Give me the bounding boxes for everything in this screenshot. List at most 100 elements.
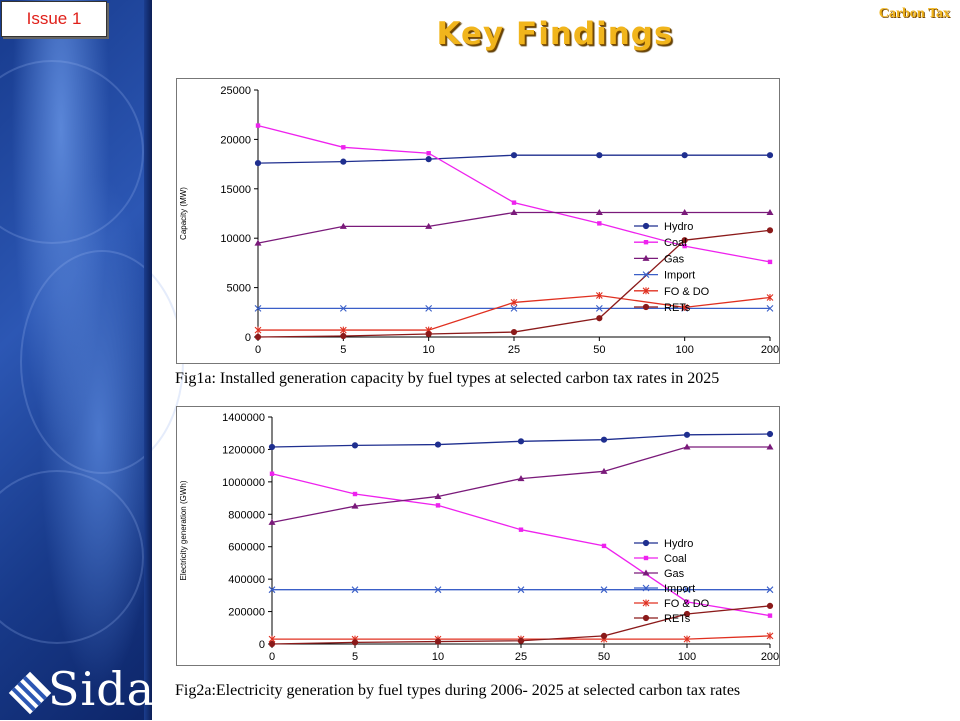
x-tick-label: 10 <box>423 344 435 356</box>
x-tick-label: 100 <box>675 344 693 356</box>
series-rets-line <box>257 229 771 338</box>
series-gas-point <box>351 502 359 509</box>
series-rets-point <box>254 333 262 341</box>
y-axis-label: Capacity (MW) <box>179 187 188 240</box>
x-tick-label: 5 <box>340 344 346 356</box>
series-fo-do-point <box>510 298 518 306</box>
y-tick-label: 800000 <box>228 509 265 521</box>
logo-text: Sida <box>48 662 156 716</box>
series-gas-point <box>425 222 433 229</box>
swirl-decoration <box>0 470 144 644</box>
series-hydro-point <box>425 156 432 163</box>
series-rets-point <box>268 640 276 648</box>
topic-label: Carbon Tax <box>878 6 950 21</box>
series-import-point <box>683 586 691 594</box>
series-hydro-point <box>268 443 276 451</box>
series-rets-point <box>683 610 691 618</box>
legend-item-coal: Coal <box>634 237 687 249</box>
series-coal-point <box>435 503 441 508</box>
series-hydro-point <box>600 436 608 443</box>
series-gas-line <box>271 446 770 524</box>
y-tick-label: 25000 <box>220 85 251 97</box>
legend-item-import: Import <box>634 270 695 282</box>
series-coal-point <box>511 200 517 205</box>
generation-chart: 0 200000 400000 600000 800000 1000000 1200000 1… <box>176 406 780 666</box>
series-gas-point <box>600 467 608 474</box>
series-coal-point <box>601 543 607 549</box>
y-tick-label: 10000 <box>220 233 251 245</box>
capacity-chart: 0 5000 10000 15000 20000 25000 0 5 10 25 50 100 200 C… <box>176 78 780 364</box>
series-coal-point <box>597 221 602 226</box>
legend-label: Gas <box>664 568 685 580</box>
legend-label: RETs <box>664 302 691 314</box>
series-rets-point <box>425 330 432 338</box>
x-tick-label: 0 <box>269 651 275 663</box>
legend-item-gas: Gas <box>634 253 685 265</box>
figure-caption-generation: Fig2a:Electricity generation by fuel typ… <box>175 682 741 699</box>
series-import-point <box>351 586 359 594</box>
series-gas-point <box>510 209 518 216</box>
x-tick-label: 0 <box>255 344 261 356</box>
series-fo-do-point <box>766 293 774 301</box>
x-tick-label: 50 <box>598 651 610 663</box>
series-rets-point <box>766 227 774 234</box>
swirl-decoration <box>0 60 144 244</box>
series-gas-point <box>268 518 276 525</box>
series-gas-point <box>517 475 525 482</box>
legend-item-coal: Coal <box>634 553 687 565</box>
legend-label: Hydro <box>664 221 693 233</box>
legend-item-import: Import <box>634 583 695 595</box>
legend-item-gas: Gas <box>634 568 685 580</box>
series-import-point <box>517 586 525 594</box>
legend-label: Coal <box>664 553 687 565</box>
series-import-point <box>510 304 518 312</box>
legend-label: Coal <box>664 237 687 249</box>
x-tick-label: 200 <box>761 651 779 663</box>
legend-item-rets: RETs <box>634 613 691 625</box>
issue-badge[interactable]: Issue 1 <box>1 1 107 37</box>
y-tick-label: 200000 <box>228 607 265 619</box>
legend-label: Gas <box>664 253 685 265</box>
legend-item-rets: RETs <box>634 302 691 314</box>
series-import-point <box>595 304 603 312</box>
series-gas-point <box>766 209 774 216</box>
x-tick-label: 200 <box>761 344 779 356</box>
x-tick-label: 25 <box>515 651 527 663</box>
series-coal-point <box>518 527 524 532</box>
series-import-point <box>600 586 608 594</box>
series-coal-point <box>352 491 358 497</box>
series-rets-point <box>340 332 347 340</box>
series-fo-do-point <box>595 292 603 300</box>
series-import-point <box>254 304 262 312</box>
series-gas-point <box>434 492 442 499</box>
y-tick-label: 0 <box>259 639 265 651</box>
y-tick-label: 20000 <box>220 134 251 146</box>
series-fo-do-point <box>683 635 691 643</box>
legend-label: Import <box>664 270 695 282</box>
legend-label: RETs <box>664 613 691 625</box>
series-import-point <box>766 586 774 594</box>
logo-mark-icon <box>8 671 52 715</box>
series-hydro-point <box>681 152 688 159</box>
series-hydro-point <box>254 160 262 167</box>
x-tick-label: 50 <box>593 344 605 356</box>
series-coal-point <box>341 145 346 150</box>
series-coal-line <box>271 473 771 617</box>
series-import-point <box>434 586 442 594</box>
series-gas-point <box>766 443 774 450</box>
series-import-point <box>766 304 774 312</box>
series-coal-point <box>255 123 261 128</box>
series-gas-point <box>683 443 691 450</box>
series-coal-point <box>684 599 690 605</box>
series-rets-point <box>600 632 608 639</box>
figure-caption-capacity: Fig1a: Installed generation capacity by … <box>175 370 720 387</box>
y-tick-label: 1000000 <box>222 477 265 489</box>
page-title: Key Findings <box>436 16 674 52</box>
y-axis-label: Electricity generation (GWh) <box>179 480 188 580</box>
y-tick-label: 15000 <box>220 184 251 196</box>
chart-svg: 0 200000 400000 600000 800000 1000000 1200000 1… <box>179 412 779 663</box>
y-tick-label: 600000 <box>228 542 265 554</box>
series-rets-point <box>596 315 603 322</box>
series-hydro-point <box>434 441 442 448</box>
series-hydro-point <box>683 431 691 438</box>
